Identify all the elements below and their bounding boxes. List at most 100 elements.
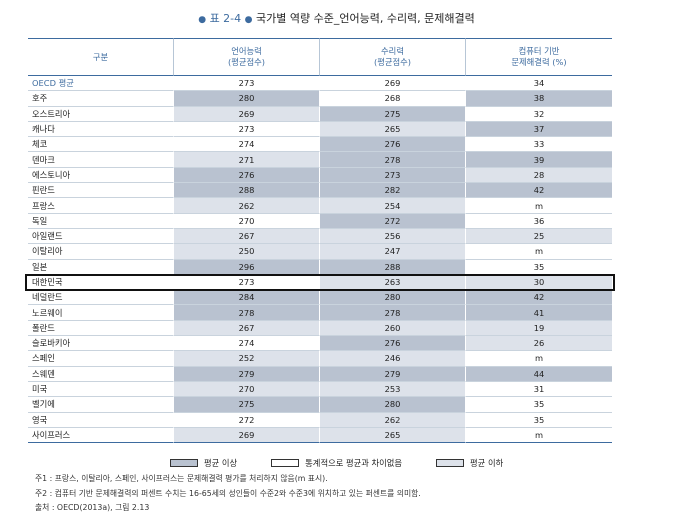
problem-solving-cell: 30	[465, 274, 612, 291]
numeracy-cell: 280	[319, 290, 465, 306]
legend-label-above: 평균 이상	[204, 458, 238, 468]
problem-solving-cell: 28	[465, 167, 612, 184]
problem-solving-cell: m	[465, 244, 612, 260]
table-row: 핀란드 288 282 42	[28, 183, 612, 199]
numeracy-cell: 282	[319, 183, 465, 199]
literacy-cell: 270	[173, 213, 319, 229]
bullet-icon: ●	[198, 15, 207, 25]
table-row: 프랑스 262 254 m	[28, 198, 612, 214]
country-cell: 프랑스	[28, 198, 173, 214]
country-cell: 사이프러스	[28, 428, 173, 444]
literacy-cell: 274	[173, 137, 319, 153]
header-country: 구분	[28, 38, 173, 76]
numeracy-cell: 263	[319, 274, 465, 291]
legend-label-below: 평균 이하	[470, 458, 504, 468]
table-row: 노르웨이 278 278 41	[28, 305, 612, 321]
table-row: 스웨덴 279 279 44	[28, 366, 612, 382]
literacy-cell: 273	[173, 274, 319, 291]
numeracy-cell: 278	[319, 305, 465, 321]
note-1: 주1 : 프랑스, 이탈리아, 스페인, 사이프러스는 문제해결력 평가를 처리…	[35, 474, 328, 483]
literacy-cell: 271	[173, 152, 319, 168]
country-cell: 호주	[28, 91, 173, 107]
header-problem-solving: 컴퓨터 기반 문제해결력 (%)	[465, 38, 612, 76]
problem-solving-cell: 35	[465, 397, 612, 413]
numeracy-cell: 279	[319, 366, 465, 382]
table-row: 스페인 252 246 m	[28, 351, 612, 367]
numeracy-cell: 273	[319, 167, 465, 184]
legend-swatch-not-significant	[271, 459, 300, 467]
country-cell: 오스트리아	[28, 107, 173, 122]
table-row: 네덜란드 284 280 42	[28, 290, 612, 306]
numeracy-cell: 278	[319, 152, 465, 168]
numeracy-cell: 275	[319, 106, 465, 122]
literacy-cell: 278	[173, 305, 319, 321]
note-2: 주2 : 컴퓨터 기반 문제해결력의 퍼센트 수치는 16-65세의 성인들이 …	[35, 488, 421, 498]
problem-solving-cell: 41	[465, 305, 612, 321]
literacy-cell: 250	[173, 244, 319, 260]
literacy-cell: 273	[173, 76, 319, 92]
literacy-cell: 252	[173, 351, 319, 367]
problem-solving-cell: 34	[465, 76, 612, 92]
country-cell: 슬로바키아	[28, 336, 173, 352]
numeracy-cell: 256	[319, 228, 465, 245]
problem-solving-cell: 19	[465, 320, 612, 337]
problem-solving-cell: m	[465, 351, 612, 367]
problem-solving-cell: m	[465, 198, 612, 214]
legend-label-not-significant: 통계적으로 평균과 차이없음	[305, 458, 403, 468]
numeracy-cell: 247	[319, 244, 465, 260]
competency-table: 구분 언어능력 (평균점수) 수리력 (평균점수) 컴퓨터 기반 문제해결력 (…	[28, 38, 612, 444]
table-title-text: 국가별 역량 수준_언어능력, 수리력, 문제해결력	[256, 12, 475, 25]
header-numeracy: 수리력 (평균점수)	[319, 38, 465, 76]
country-cell: 이탈리아	[28, 244, 173, 260]
table-row: 호주 280 268 38	[28, 91, 612, 107]
problem-solving-cell: 25	[465, 228, 612, 245]
problem-solving-cell: 39	[465, 152, 612, 168]
numeracy-cell: 265	[319, 121, 465, 138]
literacy-cell: 284	[173, 290, 319, 306]
country-cell: 체코	[28, 137, 173, 153]
table-number: 표 2-4	[209, 12, 242, 25]
numeracy-cell: 246	[319, 351, 465, 367]
problem-solving-cell: 42	[465, 183, 612, 199]
table-row: 미국 270 253 31	[28, 381, 612, 398]
literacy-cell: 270	[173, 381, 319, 398]
country-cell: 대한민국	[28, 275, 173, 291]
bullet-icon: ●	[244, 15, 253, 25]
literacy-cell: 269	[173, 427, 319, 444]
literacy-cell: 262	[173, 198, 319, 214]
numeracy-cell: 269	[319, 76, 465, 92]
country-cell: OECD 평균	[28, 76, 173, 92]
table-row: 영국 272 262 35	[28, 412, 612, 428]
table-row: 독일 270 272 36	[28, 213, 612, 229]
numeracy-cell: 276	[319, 336, 465, 352]
country-cell: 영국	[28, 413, 173, 428]
source-note: 출처 : OECD(2013a), 그림 2.13	[35, 503, 150, 512]
literacy-cell: 267	[173, 320, 319, 337]
country-cell: 노르웨이	[28, 305, 173, 321]
problem-solving-cell: 35	[465, 412, 612, 428]
table-row: 대한민국 273 263 30	[28, 274, 612, 291]
table-row: 에스토니아 276 273 28	[28, 167, 612, 184]
country-cell: 에스토니아	[28, 168, 173, 184]
table-row: 일본 296 288 35	[28, 259, 612, 275]
table-row: OECD 평균 273 269 34	[28, 76, 612, 92]
legend-swatch-above	[170, 459, 198, 467]
country-cell: 덴마크	[28, 152, 173, 168]
table-row: 이탈리아 250 247 m	[28, 244, 612, 260]
problem-solving-cell: 32	[465, 106, 612, 122]
literacy-cell: 272	[173, 412, 319, 428]
numeracy-cell: 260	[319, 320, 465, 337]
problem-solving-cell: 44	[465, 366, 612, 382]
literacy-cell: 276	[173, 167, 319, 184]
numeracy-cell: 276	[319, 137, 465, 153]
country-cell: 벨기에	[28, 397, 173, 413]
literacy-cell: 267	[173, 228, 319, 245]
numeracy-cell: 272	[319, 213, 465, 229]
problem-solving-cell: 38	[465, 91, 612, 107]
problem-solving-cell: 36	[465, 213, 612, 229]
header-row: 구분 언어능력 (평균점수) 수리력 (평균점수) 컴퓨터 기반 문제해결력 (…	[28, 38, 612, 76]
numeracy-cell: 288	[319, 259, 465, 275]
table-row: 캐나다 273 265 37	[28, 121, 612, 138]
literacy-cell: 273	[173, 121, 319, 138]
numeracy-cell: 253	[319, 381, 465, 398]
